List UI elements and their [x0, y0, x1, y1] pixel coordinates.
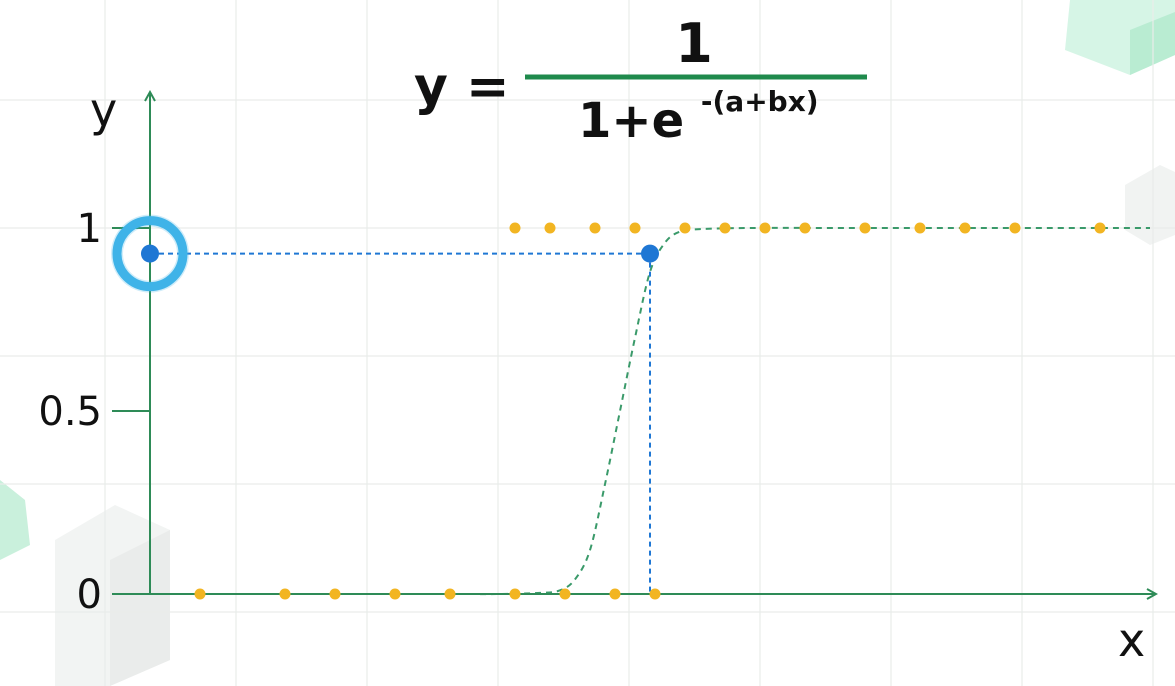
data-point — [544, 222, 556, 234]
decor-cube-right — [1125, 165, 1175, 245]
formula-denominator-base: 1+e — [578, 93, 684, 149]
decor-cube-left-green — [0, 480, 30, 560]
data-point — [509, 222, 521, 234]
data-points — [194, 222, 1106, 600]
data-point — [609, 588, 621, 600]
data-point — [389, 588, 401, 600]
data-point — [194, 588, 206, 600]
formula-lhs: y = — [414, 57, 510, 117]
y-tick-label: 1 — [77, 206, 102, 252]
data-point — [509, 588, 521, 600]
data-point — [1009, 222, 1021, 234]
data-point — [1094, 222, 1106, 234]
x-axis-label: x — [1118, 613, 1145, 667]
guide-lines — [150, 252, 651, 594]
data-point — [329, 588, 341, 600]
data-point — [914, 222, 926, 234]
sigmoid-formula: y = 1 1+e -(a+bx) — [414, 12, 867, 149]
y-ticks: 00.51 — [38, 206, 150, 618]
data-point — [589, 222, 601, 234]
data-point — [679, 222, 691, 234]
y-tick-label: 0 — [77, 572, 102, 618]
data-point — [649, 588, 661, 600]
y-tick-label: 0.5 — [38, 389, 102, 435]
formula-denominator: 1+e -(a+bx) — [578, 85, 819, 149]
highlight-ring — [112, 216, 188, 292]
decor-cube-bottom-left-face — [110, 530, 170, 686]
data-point — [959, 222, 971, 234]
data-point — [719, 222, 731, 234]
data-point — [444, 588, 456, 600]
data-point — [559, 588, 571, 600]
data-point — [859, 222, 871, 234]
formula-denominator-exponent: -(a+bx) — [701, 85, 819, 118]
highlight-point — [641, 244, 659, 263]
data-point — [279, 588, 291, 600]
highlight-layer — [111, 214, 659, 293]
data-point — [799, 222, 811, 234]
highlight-axis-point — [141, 244, 159, 263]
y-axis-label: y — [90, 83, 117, 137]
data-point — [759, 222, 771, 234]
data-point — [629, 222, 641, 234]
formula-numerator: 1 — [675, 12, 713, 75]
